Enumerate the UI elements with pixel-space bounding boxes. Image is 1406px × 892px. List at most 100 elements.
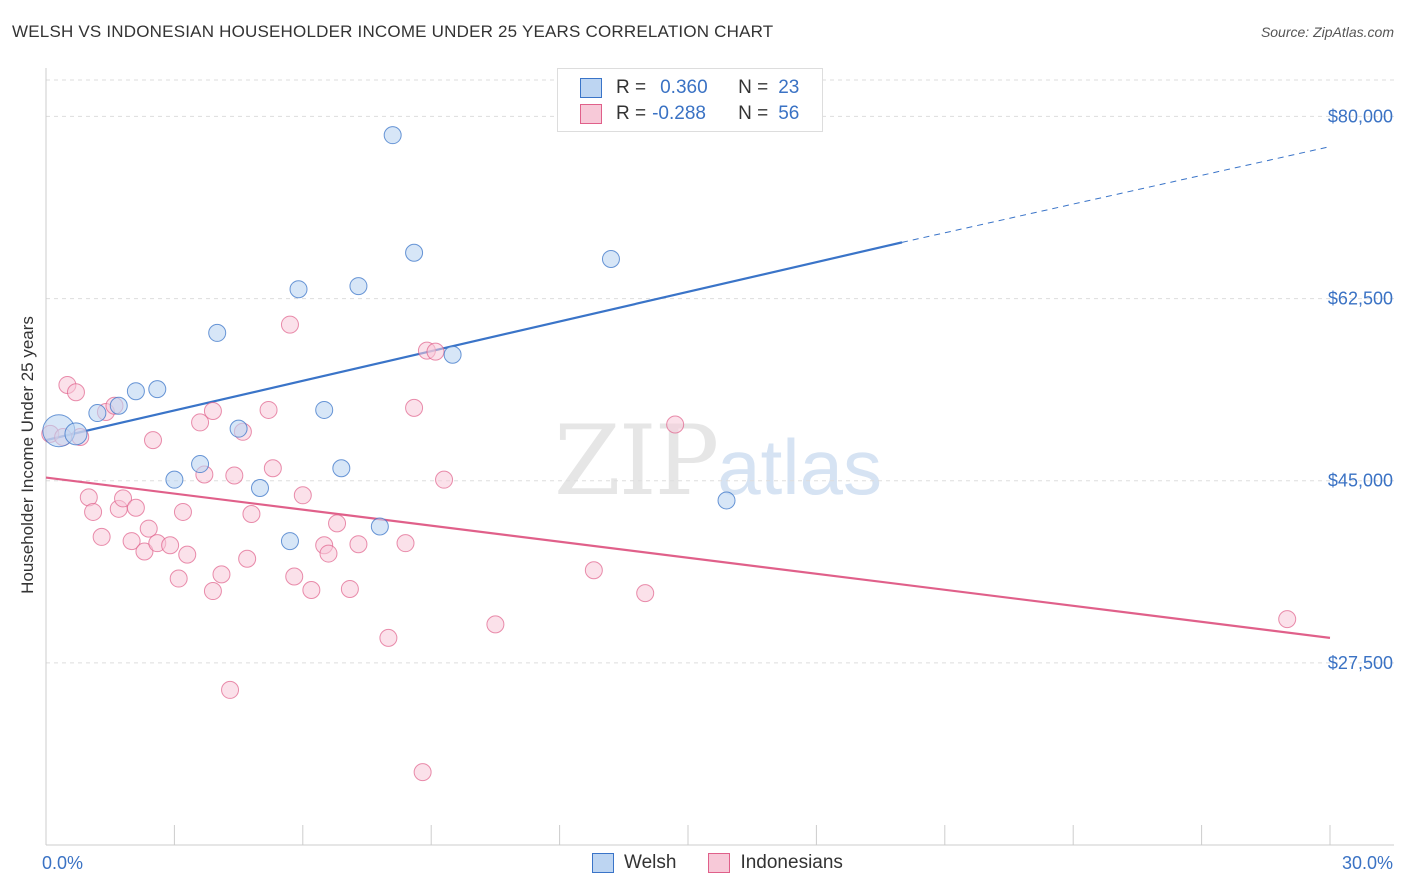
indonesian-point bbox=[126, 498, 145, 517]
welsh-point bbox=[64, 422, 88, 446]
source-label: Source: ZipAtlas.com bbox=[1260, 24, 1394, 40]
watermark-atlas: atlas bbox=[717, 423, 882, 511]
x-tick-label-max: 30.0% bbox=[1342, 853, 1393, 873]
indonesian-point bbox=[203, 582, 222, 601]
indonesian-point bbox=[178, 545, 197, 564]
indonesian-n-label: N = bbox=[738, 103, 769, 124]
welsh-point bbox=[349, 277, 368, 296]
indonesian-point bbox=[114, 489, 133, 508]
indonesian-point bbox=[1278, 610, 1297, 629]
welsh-n-value: 23 bbox=[778, 77, 800, 98]
welsh-point bbox=[251, 479, 269, 497]
welsh-point bbox=[165, 470, 184, 489]
welsh-point bbox=[191, 455, 210, 474]
welsh-r-value: 0.360 bbox=[660, 77, 708, 98]
indonesian-point bbox=[293, 486, 312, 505]
welsh-point bbox=[208, 323, 227, 342]
indonesian-r-label: R = bbox=[616, 103, 647, 124]
legend-indonesian-label: Indonesians bbox=[740, 852, 843, 873]
indonesian-point bbox=[92, 527, 111, 546]
indonesian-point bbox=[413, 763, 432, 782]
y-tick-label: $45,000 bbox=[1328, 471, 1393, 491]
indonesian-point bbox=[666, 415, 685, 434]
welsh-point bbox=[289, 280, 308, 299]
gridlines bbox=[46, 79, 1394, 664]
indonesian-point bbox=[263, 459, 282, 478]
welsh-point bbox=[88, 404, 107, 423]
indonesian-point bbox=[435, 470, 454, 489]
indonesian-point bbox=[486, 615, 505, 634]
indonesian-point bbox=[221, 680, 240, 699]
legend-welsh-label: Welsh bbox=[624, 852, 677, 873]
indonesian-point bbox=[169, 569, 188, 588]
welsh-point bbox=[443, 345, 462, 364]
series-legend: Welsh Indonesians bbox=[592, 852, 843, 874]
indonesian-point bbox=[340, 579, 359, 598]
welsh-point bbox=[601, 250, 620, 269]
watermark: ZIPatlas bbox=[554, 405, 882, 517]
indonesian-point bbox=[212, 565, 231, 584]
indonesian-point bbox=[259, 400, 278, 419]
indonesian-point bbox=[161, 536, 180, 555]
indonesian-point bbox=[636, 584, 655, 603]
welsh-point bbox=[332, 459, 351, 478]
chart-title: WELSH VS INDONESIAN HOUSEHOLDER INCOME U… bbox=[12, 22, 774, 41]
indonesian-point bbox=[122, 532, 141, 551]
indonesian-point bbox=[405, 398, 424, 417]
axes bbox=[45, 68, 1394, 846]
indonesian-point bbox=[426, 342, 445, 361]
welsh-swatch bbox=[580, 78, 602, 98]
legend-row-indonesian: R = -0.288 N = 56 bbox=[580, 102, 799, 126]
indonesian-point bbox=[238, 549, 257, 568]
indonesian-point bbox=[349, 535, 368, 554]
indonesian-point bbox=[66, 383, 85, 402]
x-tick-label-min: 0.0% bbox=[42, 853, 83, 873]
welsh-n-label: N = bbox=[738, 77, 769, 98]
indonesian-point bbox=[302, 581, 321, 599]
welsh-point bbox=[126, 382, 145, 401]
indonesian-point bbox=[144, 431, 162, 450]
indonesian-point bbox=[139, 519, 158, 538]
legend-welsh-swatch bbox=[592, 853, 614, 873]
indonesian-n-value: 56 bbox=[778, 103, 800, 124]
indonesian-point bbox=[135, 542, 154, 561]
indonesian-point bbox=[379, 628, 398, 647]
indonesian-point bbox=[203, 401, 222, 420]
welsh-point bbox=[370, 517, 389, 536]
y-tick-label: $80,000 bbox=[1328, 106, 1393, 126]
indonesian-point bbox=[319, 544, 338, 563]
legend-row-welsh: R = 0.360 N = 23 bbox=[580, 76, 799, 100]
indonesian-trend-line bbox=[45, 476, 1331, 639]
y-tick-label: $27,500 bbox=[1328, 653, 1393, 673]
welsh-point bbox=[383, 126, 402, 145]
indonesian-point bbox=[396, 534, 415, 553]
indonesian-point bbox=[280, 315, 299, 334]
trend-lines bbox=[45, 146, 1331, 639]
welsh-trend-line bbox=[45, 241, 903, 442]
tick-labels: $27,500 $45,000 $62,500 $80,000 0.0% 30.0% bbox=[42, 106, 1393, 873]
welsh-point bbox=[315, 400, 334, 419]
welsh-point bbox=[229, 419, 248, 438]
y-tick-label: $62,500 bbox=[1328, 289, 1393, 309]
welsh-trend-projection bbox=[901, 146, 1331, 243]
data-points bbox=[41, 126, 1297, 782]
watermark-zip: ZIP bbox=[554, 405, 719, 517]
indonesian-point bbox=[225, 466, 244, 485]
welsh-point bbox=[148, 380, 167, 399]
welsh-point bbox=[717, 491, 736, 510]
indonesian-point bbox=[173, 502, 192, 521]
welsh-point bbox=[280, 532, 299, 551]
welsh-point bbox=[405, 243, 424, 262]
welsh-point bbox=[109, 396, 128, 415]
indonesian-point bbox=[328, 514, 347, 533]
welsh-r-label: R = bbox=[616, 77, 647, 98]
legend-indonesian-swatch bbox=[708, 853, 731, 873]
indonesian-point bbox=[584, 561, 603, 580]
indonesian-r-value: -0.288 bbox=[652, 103, 706, 124]
indonesian-point bbox=[191, 413, 210, 432]
indonesian-point bbox=[285, 567, 304, 586]
indonesian-point bbox=[84, 502, 103, 521]
indonesian-point bbox=[242, 505, 261, 524]
indonesian-swatch bbox=[580, 104, 602, 124]
